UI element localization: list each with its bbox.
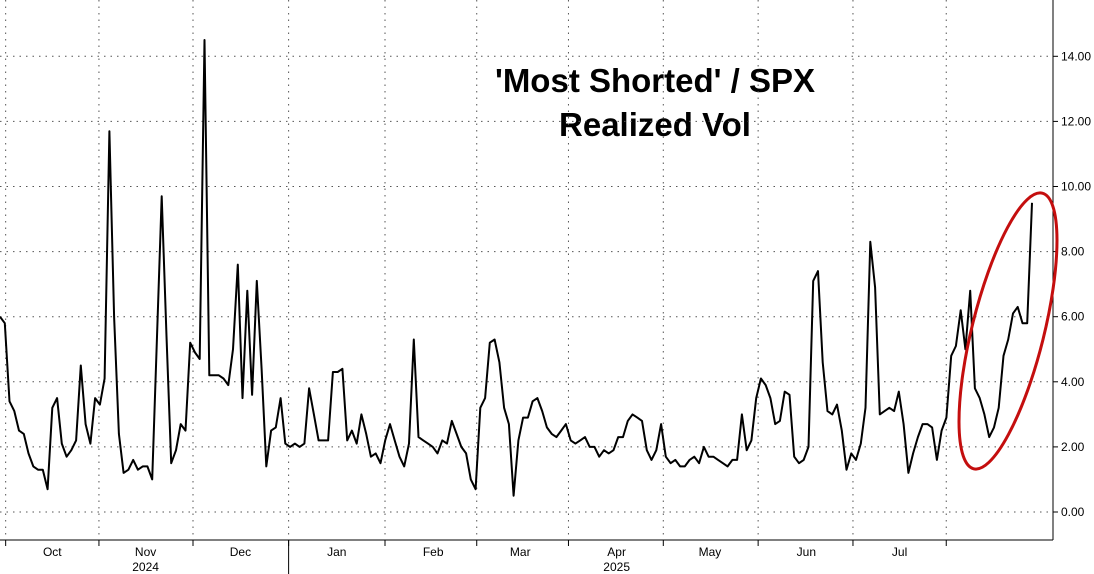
chart-title: 'Most Shorted' / SPX [494, 62, 816, 99]
x-month-label: Jul [892, 545, 907, 559]
x-month-label: Feb [423, 545, 444, 559]
chart-subtitle: Realized Vol [559, 106, 751, 143]
x-month-label: Apr [607, 545, 626, 559]
x-month-label: Oct [43, 545, 62, 559]
y-tick-label: 12.00 [1061, 114, 1091, 128]
y-tick-label: 0.00 [1061, 505, 1085, 519]
x-month-label: Nov [135, 545, 156, 559]
y-tick-label: 6.00 [1061, 310, 1085, 324]
x-month-label: Dec [230, 545, 251, 559]
x-year-label: 2025 [603, 560, 630, 574]
y-tick-label: 14.00 [1061, 49, 1091, 63]
x-year-label: 2024 [132, 560, 159, 574]
x-month-label: Jun [797, 545, 816, 559]
data-line [0, 39, 1033, 497]
x-month-label: Mar [510, 545, 531, 559]
y-tick-label: 2.00 [1061, 440, 1085, 454]
y-tick-label: 8.00 [1061, 245, 1085, 259]
y-tick-label: 4.00 [1061, 375, 1085, 389]
x-month-label: Jan [327, 545, 346, 559]
y-tick-label: 10.00 [1061, 180, 1091, 194]
x-month-label: May [699, 545, 722, 559]
highlight-ellipse [957, 191, 1059, 471]
